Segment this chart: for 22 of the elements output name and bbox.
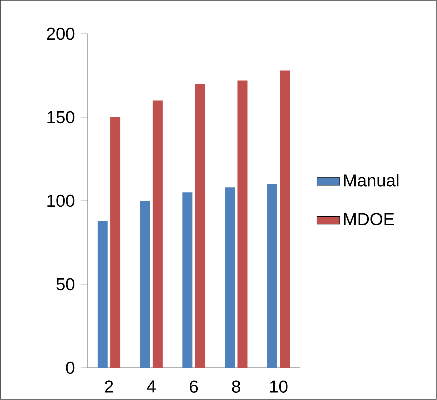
bar [267, 184, 278, 368]
legend-label: Manual [344, 174, 399, 187]
bar [98, 221, 108, 368]
bar [110, 117, 121, 368]
x-tick-label: 4 [147, 380, 156, 393]
x-tick-label: 8 [232, 380, 240, 393]
y-tick-label: 150 [48, 111, 75, 124]
y-tick-label: 50 [56, 278, 75, 291]
y-tick-label: 200 [47, 28, 75, 40]
x-tick-label: 2 [105, 380, 114, 393]
bar [152, 100, 163, 368]
y-tick-label: 0 [66, 362, 75, 374]
bar [195, 84, 206, 368]
bar [238, 80, 248, 368]
x-tick-label: 6 [190, 380, 198, 393]
bar [280, 70, 290, 368]
legend-label: MDOE [344, 213, 394, 226]
bar [140, 200, 150, 368]
bar [225, 188, 236, 368]
x-tick-label: 10 [270, 380, 288, 393]
bar [182, 192, 193, 368]
y-tick-label: 100 [48, 194, 75, 208]
